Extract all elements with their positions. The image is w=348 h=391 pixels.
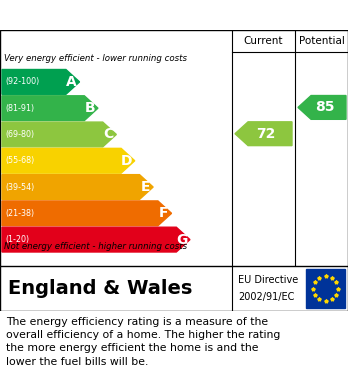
Text: Not energy efficient - higher running costs: Not energy efficient - higher running co… <box>4 242 187 251</box>
Polygon shape <box>2 96 98 120</box>
Text: (21-38): (21-38) <box>5 209 34 218</box>
Text: E: E <box>141 180 150 194</box>
Text: The energy efficiency rating is a measure of the
overall efficiency of a home. T: The energy efficiency rating is a measur… <box>6 317 280 367</box>
Text: (39-54): (39-54) <box>5 183 34 192</box>
Text: 85: 85 <box>315 100 334 115</box>
Text: C: C <box>103 127 114 142</box>
Polygon shape <box>2 70 80 94</box>
Text: 72: 72 <box>256 127 276 141</box>
Text: Energy Efficiency Rating: Energy Efficiency Rating <box>8 7 229 23</box>
Polygon shape <box>2 227 190 252</box>
Text: (55-68): (55-68) <box>5 156 34 165</box>
Text: 2002/91/EC: 2002/91/EC <box>238 292 294 301</box>
Text: Potential: Potential <box>299 36 345 46</box>
Text: B: B <box>85 101 95 115</box>
Bar <box>306 269 345 308</box>
Text: (1-20): (1-20) <box>5 235 29 244</box>
Polygon shape <box>298 95 346 119</box>
Polygon shape <box>2 122 116 147</box>
Text: (81-91): (81-91) <box>5 104 34 113</box>
Polygon shape <box>235 122 292 145</box>
Text: G: G <box>176 233 188 247</box>
Text: Current: Current <box>244 36 283 46</box>
Text: EU Directive: EU Directive <box>238 275 298 285</box>
Polygon shape <box>2 201 172 226</box>
Text: D: D <box>121 154 133 168</box>
Text: (69-80): (69-80) <box>5 130 34 139</box>
Text: F: F <box>159 206 168 220</box>
Text: A: A <box>66 75 77 89</box>
Text: Very energy efficient - lower running costs: Very energy efficient - lower running co… <box>4 54 187 63</box>
Polygon shape <box>2 148 135 173</box>
Polygon shape <box>2 175 153 199</box>
Text: England & Wales: England & Wales <box>8 279 192 298</box>
Text: (92-100): (92-100) <box>5 77 39 86</box>
